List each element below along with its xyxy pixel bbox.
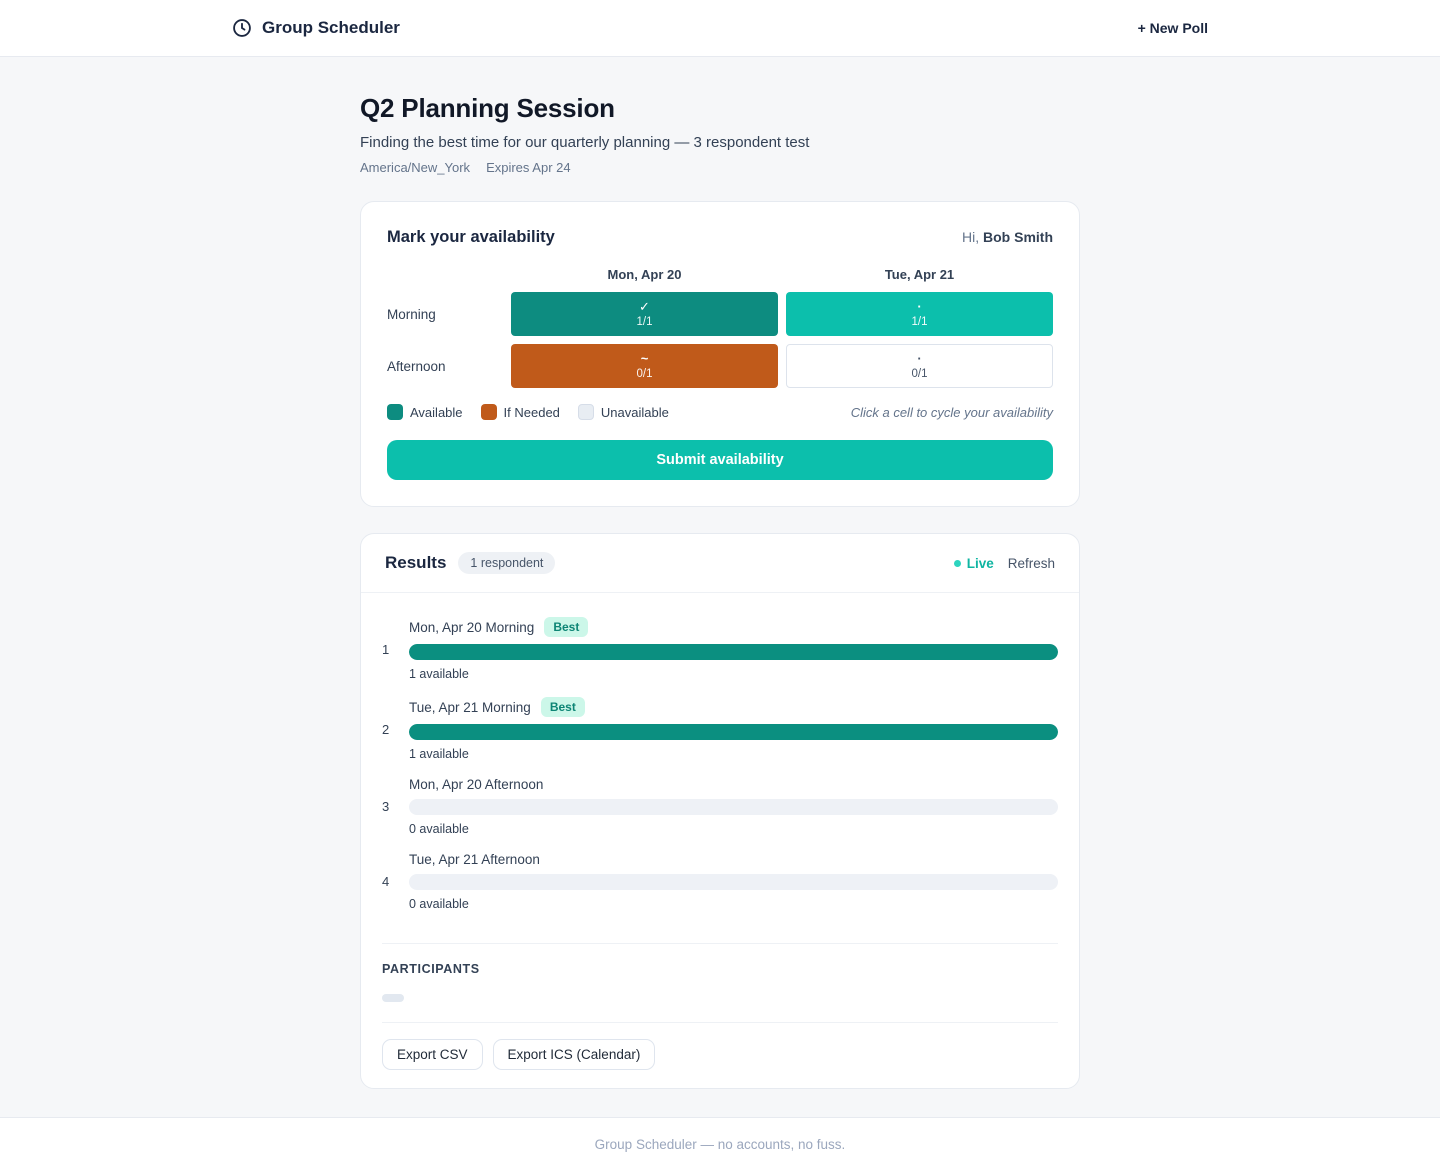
slot-row: 2 Tue, Apr 21 Morning Best 1 available xyxy=(382,697,1058,761)
slot-label: Tue, Apr 21 Morning xyxy=(409,699,531,715)
cell-symbol: · xyxy=(917,298,922,314)
best-badge: Best xyxy=(540,697,585,717)
legend-item-if-needed: If Needed xyxy=(480,404,560,420)
legend-label: If Needed xyxy=(503,404,560,420)
slot-caption: 1 available xyxy=(409,667,469,681)
participants-heading: PARTICIPANTS xyxy=(382,962,480,976)
legend-label: Unavailable xyxy=(600,404,669,420)
participant-chip xyxy=(382,994,404,1002)
poll-description: Finding the best time for our quarterly … xyxy=(360,134,810,151)
slot-label: Mon, Apr 20 Morning xyxy=(409,619,535,635)
slot-row: 4 Tue, Apr 21 Afternoon 0 available xyxy=(382,852,1058,911)
availability-heading: Mark your availability xyxy=(387,228,555,246)
availability-cell-mon-afternoon[interactable]: ~ 0/1 xyxy=(511,344,778,388)
legend: Available If Needed Unavailable xyxy=(387,404,669,420)
brand-title: Group Scheduler xyxy=(262,18,400,37)
row-label-afternoon: Afternoon xyxy=(387,358,446,374)
row-label-morning: Morning xyxy=(387,306,436,322)
slot-rank: 1 xyxy=(382,641,390,657)
results-heading: Results xyxy=(385,553,447,572)
legend-label: Available xyxy=(410,404,463,420)
cell-symbol: ~ xyxy=(640,350,649,366)
footer-text: Group Scheduler — no accounts, no fuss. xyxy=(594,1137,846,1152)
submit-availability-button[interactable]: Submit availability xyxy=(387,440,1053,480)
column-header-tue: Tue, Apr 21 xyxy=(884,267,955,282)
column-header-mon: Mon, Apr 20 xyxy=(607,267,682,282)
if-needed-swatch xyxy=(480,404,497,420)
slot-bar xyxy=(409,874,1058,890)
greeting: Hi, Bob Smith xyxy=(962,229,1053,245)
availability-cell-tue-afternoon[interactable]: · 0/1 xyxy=(786,344,1053,388)
slot-caption: 0 available xyxy=(409,897,469,911)
participants-section: PARTICIPANTS xyxy=(382,943,1058,1022)
availability-card: Mark your availability Hi, Bob Smith Mon… xyxy=(360,201,1080,507)
slot-bar xyxy=(409,724,1058,740)
main-content: Q2 Planning Session Finding the best tim… xyxy=(0,57,1440,1117)
cell-count: 0/1 xyxy=(636,367,653,380)
poll-expiry: Expires Apr 24 xyxy=(486,160,571,175)
slot-rank: 3 xyxy=(382,799,390,814)
cell-count: 1/1 xyxy=(636,315,653,328)
unavailable-swatch xyxy=(577,404,594,420)
slot-bar-fill xyxy=(409,644,1058,660)
cycle-hint: Click a cell to cycle your availability xyxy=(850,404,1053,420)
slot-row: 1 Mon, Apr 20 Morning Best 1 available xyxy=(382,617,1058,681)
slot-bar xyxy=(409,799,1058,815)
poll-meta: America/New_York Expires Apr 24 xyxy=(360,160,1080,175)
legend-item-available: Available xyxy=(387,404,463,420)
cell-count: 1/1 xyxy=(911,315,928,328)
available-swatch xyxy=(387,404,403,420)
slot-ranking-list: 1 Mon, Apr 20 Morning Best 1 available 2 xyxy=(361,593,1079,943)
cell-count: 0/1 xyxy=(911,367,928,380)
slot-bar xyxy=(409,644,1058,660)
greeting-prefix: Hi, xyxy=(961,229,980,245)
availability-cell-tue-morning[interactable]: · 1/1 xyxy=(786,292,1053,336)
user-name: Bob Smith xyxy=(983,229,1053,245)
page-head: Q2 Planning Session Finding the best tim… xyxy=(360,57,1080,175)
live-dot-icon xyxy=(953,559,961,567)
availability-grid: Mon, Apr 20 Tue, Apr 21 Morning ✓ 1/1 · … xyxy=(387,267,1053,388)
live-status: Live xyxy=(953,555,994,571)
availability-cell-mon-morning[interactable]: ✓ 1/1 xyxy=(511,292,778,336)
page-title: Q2 Planning Session xyxy=(360,93,615,123)
slot-rank: 4 xyxy=(382,874,390,889)
legend-item-unavailable: Unavailable xyxy=(577,404,669,420)
slot-row: 3 Mon, Apr 20 Afternoon 0 available xyxy=(382,777,1058,836)
slot-caption: 0 available xyxy=(409,822,469,836)
clock-icon xyxy=(232,18,252,38)
slot-bar-fill xyxy=(409,724,1058,740)
results-card: Results 1 respondent Live Refresh 1 xyxy=(360,533,1080,1089)
cell-symbol: ✓ xyxy=(639,298,650,314)
respondent-count-badge: 1 respondent xyxy=(458,552,556,574)
slot-label: Tue, Apr 21 Afternoon xyxy=(409,852,540,867)
refresh-button[interactable]: Refresh xyxy=(1007,555,1055,571)
live-label: Live xyxy=(966,555,994,571)
export-csv-button[interactable]: Export CSV xyxy=(382,1039,483,1070)
poll-timezone: America/New_York xyxy=(360,160,471,175)
new-poll-button[interactable]: + New Poll xyxy=(1137,20,1208,36)
export-ics-button[interactable]: Export ICS (Calendar) xyxy=(492,1039,656,1070)
exports-section: Export CSV Export ICS (Calendar) xyxy=(382,1022,1058,1088)
slot-label: Mon, Apr 20 Afternoon xyxy=(409,777,544,792)
cell-symbol: · xyxy=(917,350,922,366)
app-footer: Group Scheduler — no accounts, no fuss. xyxy=(0,1117,1440,1171)
brand: Group Scheduler xyxy=(232,18,400,38)
best-badge: Best xyxy=(544,617,589,637)
slot-caption: 1 available xyxy=(409,747,469,761)
slot-rank: 2 xyxy=(382,721,390,737)
app-header: Group Scheduler + New Poll xyxy=(0,0,1440,57)
